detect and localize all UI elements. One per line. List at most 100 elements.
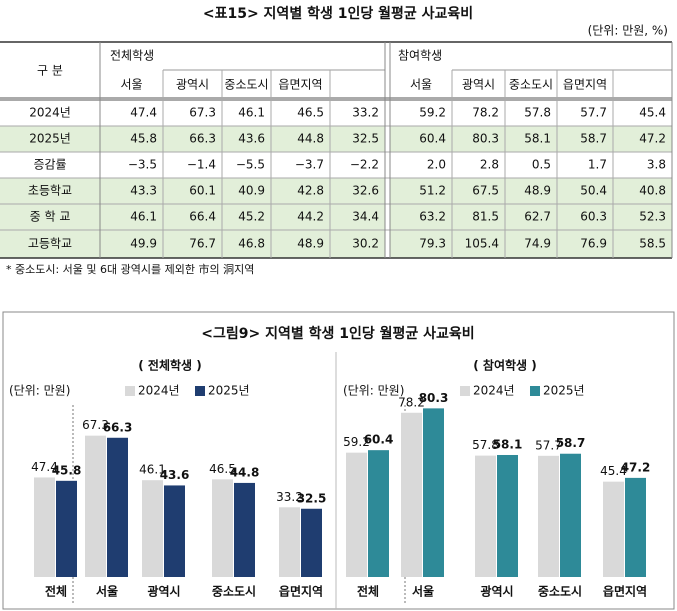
row-label: 중 학 교	[30, 210, 71, 224]
row-bg	[0, 126, 672, 152]
chart-title: ( 전체학생 )	[138, 358, 202, 373]
unit-label: (단위: 만원)	[343, 384, 404, 398]
category-label: 읍면지역	[603, 584, 647, 599]
chart-title: ( 참여학생 )	[473, 358, 537, 373]
cell: 43.3	[130, 184, 157, 198]
sub-header: 광역시	[462, 78, 495, 92]
cell: 48.9	[524, 184, 551, 198]
legend-swatch	[530, 386, 540, 396]
row-bg	[0, 178, 672, 204]
bar	[423, 408, 444, 577]
cell: 60.3	[580, 210, 607, 224]
row-label: 증감률	[33, 158, 66, 172]
bar	[560, 453, 581, 577]
cell: 62.7	[524, 210, 551, 224]
value-label: 47.2	[621, 460, 651, 474]
sub-header: 광역시	[176, 78, 209, 92]
cell: 79.3	[419, 237, 446, 251]
cell: 58.5	[639, 237, 666, 251]
cell: 66.3	[189, 132, 216, 146]
bar	[279, 507, 300, 577]
legend-swatch	[125, 386, 135, 396]
value-label: 80.3	[419, 391, 449, 405]
bar	[301, 508, 322, 577]
category-label: 광역시	[480, 584, 513, 599]
cell: 74.9	[524, 237, 551, 251]
bar	[34, 477, 55, 577]
category-label: 전체	[357, 584, 379, 599]
sub-header: 읍면지역	[563, 78, 607, 92]
value-label: 45.8	[52, 463, 82, 477]
corner-header: 구 분	[37, 64, 63, 78]
bar	[368, 450, 389, 577]
bar	[234, 482, 255, 577]
bar	[475, 455, 496, 577]
cell: −2.2	[350, 158, 379, 172]
sub-header: 중소도시	[509, 78, 553, 92]
group-header: 참여학생	[398, 49, 442, 63]
gap	[385, 42, 390, 258]
value-label: 33.2	[276, 490, 303, 504]
cell: 76.7	[189, 237, 216, 251]
cell: 32.6	[352, 184, 379, 198]
value-label: 60.4	[364, 433, 394, 447]
legend-label: 2025년	[208, 384, 250, 398]
cell: 46.1	[238, 106, 265, 120]
cell: 34.4	[352, 210, 379, 224]
category-label: 중소도시	[212, 585, 256, 599]
value-label: 46.1	[139, 463, 166, 477]
cell: 33.2	[352, 106, 379, 120]
category-label: 읍면지역	[279, 584, 323, 599]
cell: −5.5	[236, 158, 265, 172]
cell: 49.9	[130, 237, 157, 251]
bar	[603, 481, 624, 577]
category-label: 서울	[96, 584, 118, 599]
cell: −3.5	[128, 158, 157, 172]
row-label: 고등학교	[28, 237, 72, 251]
cell: 78.2	[472, 106, 499, 120]
cell: 2.8	[480, 158, 499, 172]
sub-header: 서울	[120, 78, 142, 92]
table-unit: (단위: 만원, %)	[588, 24, 668, 38]
unit-label: (단위: 만원)	[9, 384, 70, 398]
bar	[212, 479, 233, 577]
value-label: 57.8	[472, 438, 499, 452]
cell: 30.2	[352, 237, 379, 251]
cell: 66.4	[189, 210, 216, 224]
bar	[164, 485, 185, 577]
cell: 80.3	[472, 132, 499, 146]
bar	[56, 480, 77, 577]
table-title: <표15> 지역별 학생 1인당 월평균 사교육비	[203, 5, 473, 22]
cell: 48.9	[297, 237, 324, 251]
category-label: 중소도시	[538, 585, 582, 599]
cell: 0.5	[532, 158, 551, 172]
bar	[346, 452, 367, 577]
sub-header: 서울	[410, 78, 432, 92]
cell: 45.8	[130, 132, 157, 146]
cell: 52.3	[639, 210, 666, 224]
cell: 59.2	[419, 106, 446, 120]
legend-label: 2024년	[138, 384, 180, 398]
figure-title: <그림9> 지역별 학생 1인당 월평균 사교육비	[201, 325, 474, 342]
category-label: 광역시	[147, 584, 180, 599]
cell: 43.6	[238, 132, 265, 146]
cell: 46.5	[297, 106, 324, 120]
legend-swatch	[195, 386, 205, 396]
cell: 57.7	[580, 106, 607, 120]
cell: 40.8	[639, 184, 666, 198]
row-bg	[0, 230, 672, 258]
cell: 47.4	[130, 106, 157, 120]
value-label: 59.2	[343, 435, 370, 449]
legend-label: 2025년	[543, 384, 585, 398]
cell: 42.8	[297, 184, 324, 198]
cell: 47.2	[639, 132, 666, 146]
figure-frame	[2, 311, 675, 610]
bar	[497, 454, 518, 577]
cell: −1.4	[187, 158, 216, 172]
value-label: 44.8	[230, 465, 260, 479]
value-label: 47.4	[31, 460, 58, 474]
cell: 58.1	[524, 132, 551, 146]
cell: 46.1	[130, 210, 157, 224]
cell: 58.7	[580, 132, 607, 146]
